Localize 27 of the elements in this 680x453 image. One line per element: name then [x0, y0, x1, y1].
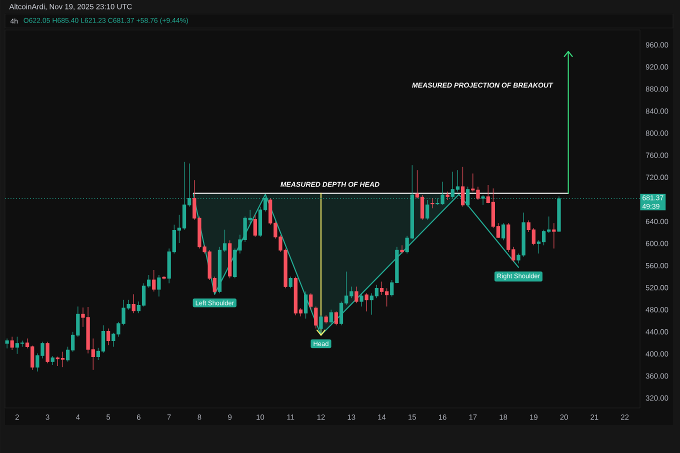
candlestick — [10, 336, 14, 350]
candlestick — [132, 294, 136, 314]
candlestick — [157, 274, 161, 297]
candlestick — [162, 276, 166, 280]
candlestick — [360, 292, 364, 307]
candlestick — [5, 338, 9, 349]
candlestick — [46, 341, 50, 364]
candlestick — [334, 311, 338, 326]
candlestick — [329, 309, 333, 324]
candlestick — [304, 291, 308, 319]
candlestick — [309, 292, 313, 310]
candlestick — [50, 356, 54, 366]
candlestick — [253, 214, 257, 238]
candlestick — [446, 191, 450, 200]
candlestick — [400, 244, 404, 254]
candlestick — [152, 270, 156, 292]
candlestick — [324, 314, 328, 324]
candlestick — [364, 292, 368, 312]
candlestick — [106, 328, 110, 346]
candlestick — [288, 276, 292, 289]
candlestick — [552, 222, 556, 249]
candlestick — [460, 166, 465, 207]
candlestick — [228, 240, 232, 279]
candlestick — [430, 198, 434, 209]
candlestick — [354, 286, 358, 304]
candlestick — [501, 222, 506, 241]
candlestick — [314, 306, 318, 329]
